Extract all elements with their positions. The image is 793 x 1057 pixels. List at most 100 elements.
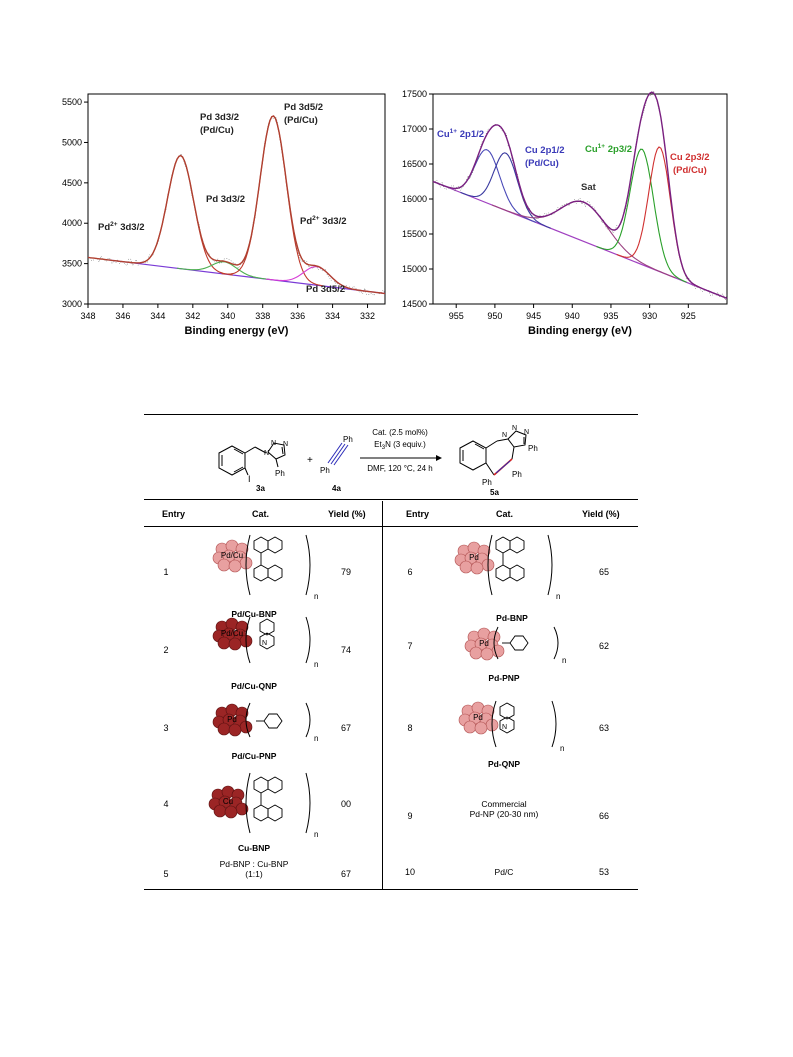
- product-ph-mid-label: Ph: [512, 470, 522, 479]
- x-tick-label: 336: [290, 311, 305, 321]
- xps-cu-2p-chart: 955 950 945 940 935 930 9251450015000155001600…: [385, 80, 735, 350]
- particle-metal-label: Pd: [473, 713, 483, 722]
- y-tick-label: 17500: [402, 89, 427, 99]
- quinoline-n-label: N: [502, 724, 507, 731]
- naphthalene-ring: [268, 805, 282, 821]
- repeat-unit-n: n: [562, 656, 566, 665]
- label-cu-2p12-sub: (Pd/Cu): [525, 158, 559, 169]
- bracket-right: [306, 773, 310, 833]
- particle-metal-label: Pd: [227, 715, 237, 724]
- header-yield-left: Yield (%): [328, 509, 366, 519]
- label-pd-3d32-pdcu: Pd 3d3/2: [200, 112, 239, 123]
- raw-data-points: [88, 116, 385, 295]
- alkyne-ph-top-label: Ph: [343, 435, 353, 444]
- product-5a-label: 5a: [490, 488, 499, 497]
- label-satellite: Sat: [581, 182, 597, 193]
- x-tick-label: 925: [681, 311, 696, 321]
- component-peak-1: [129, 156, 233, 275]
- x-tick-label: 940: [565, 311, 580, 321]
- nanoparticle-sphere: [214, 805, 226, 817]
- x-axis-label: Binding energy (eV): [528, 325, 632, 337]
- header-entry-left: Entry: [162, 509, 185, 519]
- reaction-arrowhead: [436, 455, 442, 461]
- repeat-unit-n: n: [560, 744, 564, 753]
- x-tick-label: 346: [115, 311, 130, 321]
- y-tick-label: 5000: [62, 137, 82, 147]
- bracket-3: n: [246, 703, 318, 743]
- nanoparticle-sphere: [229, 638, 241, 650]
- nanoparticle-sphere: [229, 560, 241, 572]
- bracket-7: n: [494, 627, 566, 665]
- phenyl-ring: [510, 636, 528, 650]
- ligand-qnp-8: N: [500, 703, 514, 733]
- condition-catalyst: Cat. (2.5 mol%): [372, 428, 428, 437]
- nanoparticle-sphere: [229, 724, 241, 736]
- x-tick-label: 338: [255, 311, 270, 321]
- header-entry-right: Entry: [406, 509, 429, 519]
- quinoline-n-label: N: [262, 640, 267, 647]
- product-5a-structure: [460, 431, 526, 475]
- y-tick-label: 16000: [402, 194, 427, 204]
- particle-metal-label: Pd: [469, 553, 479, 562]
- label-pd-3d52-pdcu-sub: (Pd/Cu): [284, 115, 318, 126]
- label-cu-2p32-sub: (Pd/Cu): [673, 165, 707, 176]
- x-tick-label: 334: [325, 311, 340, 321]
- y-tick-label: 3000: [62, 299, 82, 309]
- nanoparticle-sphere: [470, 647, 482, 659]
- bracket-right: [306, 535, 310, 595]
- naphthalene-ring: [510, 537, 524, 553]
- product-n2-label: N: [512, 425, 517, 432]
- triazole-n1-label: N: [264, 450, 269, 457]
- product-n1-label: N: [502, 432, 507, 439]
- y-tick-label: 16500: [402, 159, 427, 169]
- product-ph-right-label: Ph: [528, 444, 538, 453]
- nanoparticle-sphere: [464, 721, 476, 733]
- label-cu1-2p12: Cu1+ 2p1/2: [437, 128, 484, 140]
- naphthalene-ring: [496, 565, 510, 581]
- ligand-pnp-7: [502, 636, 528, 650]
- ligand-qnp-2: N: [260, 619, 274, 649]
- x-tick-label: 348: [80, 311, 95, 321]
- y-tick-label: 15500: [402, 229, 427, 239]
- reaction-scheme-drawing: I N N N Ph 3a + Ph Ph 4a Cat. (2.5 mol%)…: [144, 415, 638, 499]
- bracket-2: n: [246, 617, 318, 669]
- label-pd2-3d32-right: Pd2+ 3d3/2: [300, 215, 347, 227]
- table-body: 1 79 Pd/Cu-BNP 2 74 Pd/Cu-QNP 3 67 Pd/Cu…: [144, 527, 638, 889]
- particle-metal-label: Pd: [479, 639, 489, 648]
- ligand-bnp-4: [254, 777, 282, 821]
- header-cat-left: Cat.: [252, 509, 269, 519]
- label-cu-2p32: Cu 2p3/2: [670, 152, 710, 163]
- xps-pd-3d-chart: 348 346 344 342 340 338 336 334 332 3000 3500 4000 4…: [40, 80, 390, 350]
- header-cat-right: Cat.: [496, 509, 513, 519]
- x-tick-label: 332: [360, 311, 375, 321]
- bracket-right: [552, 701, 556, 747]
- component-peak-2: [177, 262, 272, 280]
- label-pd-3d32-pdcu-sub: (Pd/Cu): [200, 125, 234, 136]
- reactant-ph-label: Ph: [275, 469, 285, 478]
- plus-sign: +: [307, 455, 313, 466]
- repeat-unit-n: n: [314, 592, 318, 601]
- x-tick-label: 930: [642, 311, 657, 321]
- y-tick-label: 17000: [402, 124, 427, 134]
- ligand-bnp-1: [254, 537, 282, 581]
- repeat-unit-n: n: [556, 592, 560, 601]
- naphthalene-ring: [268, 537, 282, 553]
- x-tick-label: 342: [185, 311, 200, 321]
- nanoparticle-sphere: [218, 637, 230, 649]
- naphthalene-ring: [254, 565, 268, 581]
- nanoparticle-sphere: [481, 648, 493, 660]
- naphthalene-ring: [254, 537, 268, 553]
- repeat-unit-n: n: [314, 830, 318, 839]
- repeat-unit-n: n: [314, 734, 318, 743]
- ligand-bnp-6: [496, 537, 524, 581]
- naphthalene-ring: [496, 537, 510, 553]
- component-peak-3: [492, 201, 676, 278]
- naphthalene-ring: [268, 565, 282, 581]
- label-pd2-3d32-left: Pd2+ 3d3/2: [98, 221, 145, 233]
- y-tick-label: 3500: [62, 259, 82, 269]
- reactant-4a-structure: [328, 443, 348, 465]
- bracket-left: [246, 773, 250, 833]
- condition-base: Et3N (3 equiv.): [374, 440, 426, 451]
- nanoparticle-sphere: [225, 806, 237, 818]
- naphthalene-ring: [268, 777, 282, 793]
